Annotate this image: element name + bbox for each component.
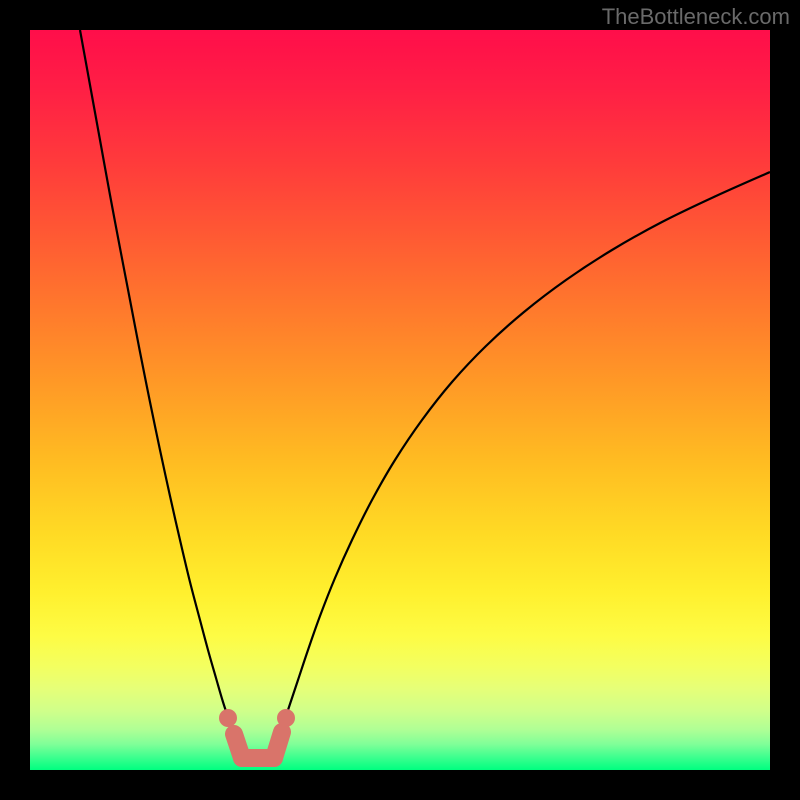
- chart-curves: [30, 30, 770, 770]
- watermark-text: TheBottleneck.com: [602, 4, 790, 30]
- curve-left: [80, 30, 234, 734]
- plot-area: [30, 30, 770, 770]
- valley-markers: [219, 709, 295, 758]
- curve-right: [280, 172, 770, 734]
